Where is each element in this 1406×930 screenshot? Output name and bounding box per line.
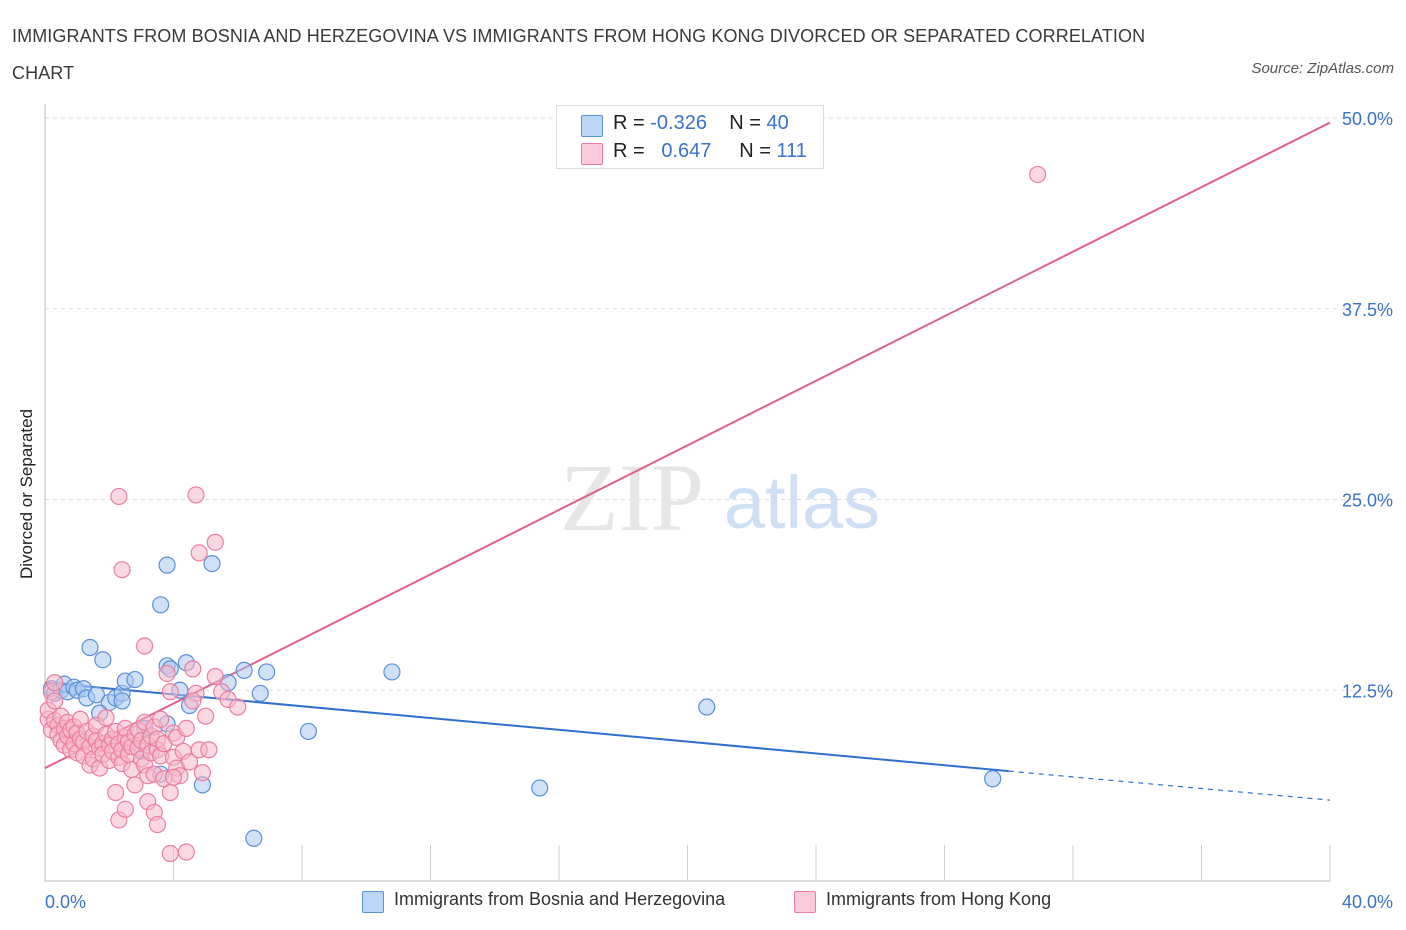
bosnia-point: [251, 684, 269, 702]
source-label: Source: ZipAtlas.com: [1251, 60, 1394, 77]
hongkong-point: [164, 768, 183, 786]
hongkong-point: [206, 667, 224, 686]
hongkong-point: [180, 753, 199, 771]
hongkong-point: [46, 692, 64, 710]
bosnia-point: [299, 722, 318, 741]
bosnia-point: [531, 779, 549, 797]
x-tick-label: 0.0%: [45, 892, 86, 912]
watermark-atlas: atlas: [724, 461, 880, 544]
n-label: N =: [729, 112, 761, 134]
bosnia-trend-extension: [1008, 770, 1331, 801]
bosnia-point: [94, 651, 112, 669]
r-value: 0.647: [661, 140, 712, 162]
bosnia-point: [158, 556, 176, 574]
y-tick-label: 12.5%: [1342, 681, 1393, 701]
hongkong-point: [229, 698, 247, 716]
y-tick-label: 50.0%: [1342, 109, 1393, 129]
bosnia-point: [984, 770, 1002, 788]
y-tick-label: 37.5%: [1342, 300, 1393, 320]
pink-swatch: [581, 143, 603, 165]
hongkong-point: [152, 710, 170, 728]
hongkong-point: [200, 741, 218, 759]
bosnia-point: [152, 596, 170, 614]
trend-lines: [44, 121, 1331, 801]
tick-labels: 12.5% 25.0% 37.5% 50.0% 0.0% 40.0%: [45, 109, 1393, 912]
hongkong-point: [161, 683, 179, 701]
bosnia-point: [245, 829, 263, 847]
hongkong-point: [177, 843, 195, 861]
hongkong-point: [1029, 165, 1047, 184]
n-value: 40: [766, 112, 789, 134]
hongkong-point: [113, 561, 131, 579]
bosnia-point: [113, 692, 131, 710]
hongkong-trend-line: [44, 121, 1331, 769]
hongkong-point: [107, 783, 125, 802]
blue-swatch: [581, 115, 603, 137]
bosnia-point: [698, 698, 716, 716]
hongkong-point: [161, 844, 179, 863]
bosnia-point: [81, 638, 99, 657]
bosnia-point: [258, 663, 276, 681]
x-tick-label: 40.0%: [1342, 892, 1393, 912]
bosnia-point: [235, 661, 253, 680]
data-points: [39, 165, 1047, 863]
hongkong-point: [197, 707, 215, 725]
hongkong-point: [184, 692, 202, 710]
hongkong-point: [190, 544, 208, 562]
blue-swatch: [362, 891, 384, 913]
bosnia-point: [126, 670, 144, 689]
zipatlas-watermark: ZIP atlas: [560, 444, 880, 551]
hongkong-point: [193, 764, 212, 782]
bosnia-point: [87, 686, 106, 704]
hongkong-point: [97, 709, 115, 727]
hongkong-point: [161, 783, 179, 802]
hongkong-point: [148, 815, 167, 834]
axes: [44, 104, 1331, 882]
grid-lines: [45, 117, 1390, 691]
bosnia-point: [203, 554, 221, 573]
hongkong-point: [110, 487, 128, 506]
hongkong-point: [135, 637, 154, 655]
n-label: N =: [739, 140, 771, 162]
hongkong-point: [126, 776, 144, 794]
hongkong-point: [177, 719, 195, 738]
r-label: R =: [613, 112, 645, 134]
pink-swatch: [794, 891, 816, 913]
hongkong-point: [184, 660, 202, 678]
correlation-legend: R = -0.326 N = 40 R = 0.647 N = 111: [556, 105, 824, 169]
hongkong-point: [46, 674, 64, 692]
r-value: -0.326: [650, 112, 707, 134]
hongkong-point: [158, 664, 176, 683]
legend-label: Immigrants from Bosnia and Herzegovina: [394, 889, 726, 909]
bosnia-trend-line: [44, 681, 1009, 773]
y-tick-label: 25.0%: [1342, 491, 1393, 511]
r-label: R =: [613, 140, 645, 162]
bosnia-point: [383, 663, 401, 681]
hongkong-point: [206, 533, 224, 551]
hongkong-point: [187, 486, 205, 504]
legend-label: Immigrants from Hong Kong: [826, 889, 1052, 909]
hongkong-point: [116, 800, 134, 818]
n-value: 111: [776, 140, 807, 162]
chart-title: IMMIGRANTS FROM BOSNIA AND HERZEGOVINA V…: [12, 26, 1146, 83]
